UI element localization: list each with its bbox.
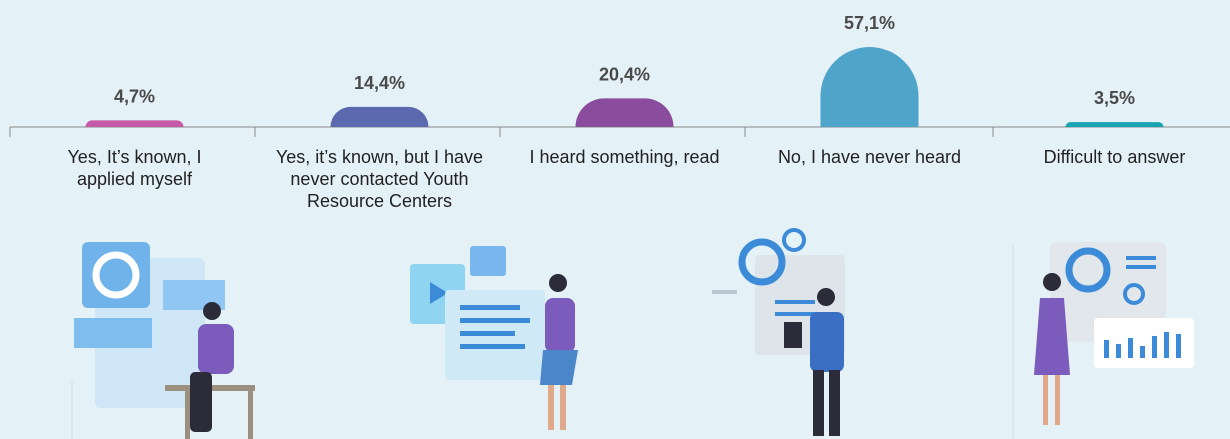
play-icon: [430, 282, 448, 304]
donut: [92, 251, 140, 299]
bar: [330, 106, 429, 127]
mini-bar: [1128, 338, 1133, 358]
category-label: Yes, it’s known, but I have never contac…: [275, 147, 484, 211]
leg: [548, 385, 554, 430]
category-label: No, I have never heard: [777, 147, 962, 167]
line: [1126, 265, 1156, 269]
illustration-2: [410, 246, 578, 430]
illustration-1: [74, 242, 255, 439]
line: [775, 312, 825, 316]
skirt: [540, 350, 578, 385]
value-label: 3,5%: [1094, 88, 1135, 108]
jacket: [810, 312, 844, 372]
line: [1126, 256, 1156, 260]
illustration-3: [712, 228, 845, 436]
desk-leg: [185, 391, 190, 439]
bar: [820, 47, 919, 127]
mini-bar: [1176, 334, 1181, 358]
legs: [190, 372, 212, 432]
list-line: [460, 344, 525, 349]
desk-leg: [248, 391, 253, 439]
list-line: [460, 331, 515, 336]
bar: [575, 98, 674, 127]
mini-bar: [1104, 340, 1109, 358]
donut-small: [1123, 283, 1145, 305]
value-label: 57,1%: [844, 13, 895, 33]
list-lines: [460, 305, 530, 349]
head: [1043, 273, 1061, 291]
illustration-4: [1034, 242, 1194, 425]
head: [203, 302, 221, 320]
value-label: 4,7%: [114, 86, 155, 106]
leg: [1055, 375, 1060, 425]
category-label: I heard something, read: [529, 147, 720, 167]
head: [817, 288, 835, 306]
mini-bars: [1104, 332, 1181, 358]
leg: [829, 370, 840, 436]
category-label: Yes, It’s known, I applied myself: [67, 147, 202, 189]
bar: [85, 120, 184, 127]
value-label: 14,4%: [354, 73, 405, 93]
tablet: [784, 322, 802, 348]
list-line: [460, 318, 530, 323]
mini-bar: [1140, 346, 1145, 358]
leg: [813, 370, 824, 436]
value-label: 20,4%: [599, 64, 650, 84]
separators: [9, 127, 1014, 439]
list-line: [460, 305, 520, 310]
card: [82, 242, 150, 308]
category-label: Difficult to answer: [1043, 147, 1186, 167]
bar: [1065, 122, 1164, 127]
body: [198, 324, 234, 374]
video-card: [470, 246, 506, 276]
mini-bar: [1116, 344, 1121, 358]
donut: [738, 238, 786, 286]
dress: [1034, 298, 1070, 375]
line: [775, 300, 815, 304]
donut: [1065, 247, 1111, 293]
bubble: [74, 318, 152, 348]
leg: [560, 385, 566, 430]
donut-small: [782, 228, 806, 252]
head: [549, 274, 567, 292]
leg: [1043, 375, 1048, 425]
mini-bar: [1164, 332, 1169, 358]
line: [712, 290, 737, 294]
body: [545, 298, 575, 353]
mini-bar: [1152, 336, 1157, 358]
